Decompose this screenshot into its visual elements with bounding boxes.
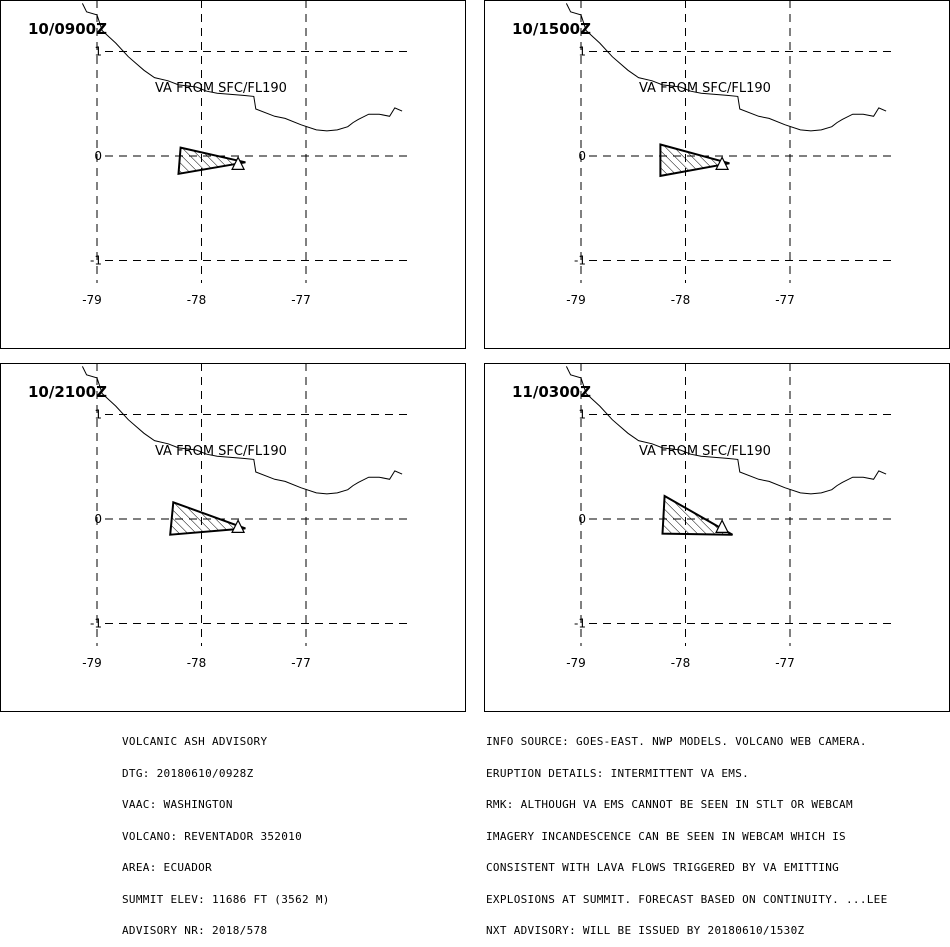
advisory-line: AREA: ECUADOR (122, 861, 212, 874)
latitude-label: -1 (90, 617, 102, 631)
latitude-label: -1 (90, 254, 102, 268)
longitude-label: -78 (671, 293, 691, 307)
panel-time-label: 11/0300Z (512, 383, 591, 401)
advisory-line: DTG: 20180610/0928Z (122, 766, 254, 780)
map-canvas: 1 0 -1 -79 -78 -77 10/2100Z VA FROM SFC/FL190 (0, 363, 466, 712)
advisory-line: VOLCANIC ASH ADVISORY (122, 735, 268, 748)
longitude-label: -77 (291, 293, 311, 307)
longitude-label: -79 (566, 656, 586, 670)
advisory-remarks-text: INFO SOURCE: GOES-EAST. NWP MODELS. VOLC… (486, 716, 888, 947)
latitude-label: -1 (574, 617, 586, 631)
ash-cloud-polygon (169, 500, 246, 536)
panel-frame (0, 0, 466, 349)
coastline (565, 3, 887, 132)
ash-cloud-polygon (177, 146, 246, 176)
ash-cloud-polygon (661, 494, 733, 536)
panel-time-label: 10/1500Z (512, 20, 591, 38)
latitude-label: 0 (94, 149, 102, 163)
longitude-label: -79 (82, 656, 102, 670)
panel-time-label: 10/0900Z (28, 20, 107, 38)
latitude-label: 1 (578, 45, 586, 59)
remarks-line: ERUPTION DETAILS: INTERMITTENT VA EMS. (486, 766, 750, 780)
map-canvas: 1 0 -1 -79 -78 -77 10/1500Z VA FROM SFC/FL190 (484, 0, 950, 349)
remarks-line: INFO SOURCE: GOES-EAST. NWP MODELS. VOLC… (486, 735, 867, 748)
advisory-header-text: VOLCANIC ASH ADVISORY DTG: 20180610/0928… (122, 716, 330, 947)
longitude-label: -77 (775, 656, 795, 670)
remarks-line: NXT ADVISORY: WILL BE ISSUED BY 20180610… (486, 924, 805, 937)
volcano-triangle-icon (715, 156, 730, 170)
longitude-label: -79 (82, 293, 102, 307)
map-panel: 1 0 -1 -79 -78 -77 10/0900Z VA FROM SFC/FL190 (0, 0, 466, 349)
volcano-triangle-icon (715, 519, 730, 533)
map-canvas: 1 0 -1 -79 -78 -77 11/0300Z VA FROM SFC/FL190 (484, 363, 950, 712)
advisory-line: ADVISORY NR: 2018/578 (122, 924, 268, 937)
map-panel: 1 0 -1 -79 -78 -77 10/2100Z VA FROM SFC/FL190 (0, 363, 466, 712)
longitude-label: -78 (187, 656, 207, 670)
remarks-line: EXPLOSIONS AT SUMMIT. FORECAST BASED ON … (486, 892, 888, 906)
remarks-line: IMAGERY INCANDESCENCE CAN BE SEEN IN WEB… (486, 829, 846, 843)
coastline (81, 366, 403, 495)
ash-altitude-label: VA FROM SFC/FL190 (639, 444, 771, 459)
ash-altitude-label: VA FROM SFC/FL190 (155, 81, 287, 96)
coastline (565, 366, 887, 495)
longitude-label: -77 (775, 293, 795, 307)
panel-frame (484, 363, 950, 712)
latitude-label: 1 (94, 45, 102, 59)
panel-time-label: 10/2100Z (28, 383, 107, 401)
map-panel: 1 0 -1 -79 -78 -77 10/1500Z VA FROM SFC/FL190 (484, 0, 950, 349)
longitude-label: -78 (671, 656, 691, 670)
panel-frame (484, 0, 950, 349)
coastline (81, 3, 403, 132)
ash-altitude-label: VA FROM SFC/FL190 (639, 81, 771, 96)
latitude-label: -1 (574, 254, 586, 268)
advisory-line: VOLCANO: REVENTADOR 352010 (122, 829, 302, 843)
latitude-label: 1 (94, 408, 102, 422)
remarks-line: RMK: ALTHOUGH VA EMS CANNOT BE SEEN IN S… (486, 798, 853, 811)
remarks-line: CONSISTENT WITH LAVA FLOWS TRIGGERED BY … (486, 861, 840, 874)
advisory-line: VAAC: WASHINGTON (122, 798, 233, 811)
ash-cloud-polygon (659, 143, 730, 178)
longitude-label: -77 (291, 656, 311, 670)
volcano-triangle-icon (231, 156, 246, 170)
volcano-triangle-icon (231, 519, 246, 533)
longitude-label: -79 (566, 293, 586, 307)
map-canvas: 1 0 -1 -79 -78 -77 10/0900Z VA FROM SFC/FL190 (0, 0, 466, 349)
map-panel: 1 0 -1 -79 -78 -77 11/0300Z VA FROM SFC/FL190 (484, 363, 950, 712)
advisory-line: SUMMIT ELEV: 11686 FT (3562 M) (122, 892, 330, 906)
ash-altitude-label: VA FROM SFC/FL190 (155, 444, 287, 459)
latitude-label: 1 (578, 408, 586, 422)
latitude-label: 0 (578, 512, 586, 526)
panel-frame (0, 363, 466, 712)
latitude-label: 0 (94, 512, 102, 526)
latitude-label: 0 (578, 149, 586, 163)
longitude-label: -78 (187, 293, 207, 307)
